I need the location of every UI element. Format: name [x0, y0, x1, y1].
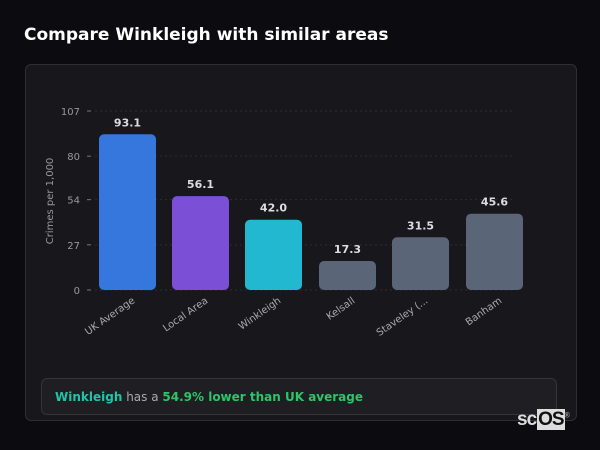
x-tick-label: Kelsall	[325, 295, 357, 322]
x-tick-label: Banham	[464, 295, 504, 328]
page-title: Compare Winkleigh with similar areas	[24, 25, 389, 45]
y-tick-label: 0	[74, 286, 80, 297]
data-label: 56.1	[187, 178, 214, 191]
logo-mark: ®	[564, 412, 570, 420]
scos-logo: sc OS®	[516, 409, 570, 431]
data-label: 17.3	[334, 243, 361, 256]
bar	[172, 196, 229, 290]
callout-text: has a	[122, 390, 163, 404]
area-name: Winkleigh	[55, 390, 123, 404]
data-label: 45.6	[481, 196, 508, 209]
bar	[466, 213, 523, 290]
y-tick-label: 27	[67, 241, 80, 252]
bar	[99, 134, 156, 290]
y-tick-label: 54	[67, 196, 80, 207]
comparison-value: 54.9% lower than UK average	[162, 390, 363, 404]
x-tick-label: UK Average	[83, 295, 137, 337]
x-tick-label: Staveley (...	[375, 295, 430, 338]
bar	[319, 261, 376, 290]
y-tick-label: 80	[67, 152, 80, 163]
logo-box-text: OS	[537, 409, 565, 430]
data-label: 42.0	[260, 202, 287, 215]
data-label: 31.5	[407, 219, 434, 232]
bar	[245, 219, 302, 290]
x-tick-label: Local Area	[161, 295, 210, 334]
bar	[392, 237, 449, 290]
y-tick-label: 107	[61, 107, 80, 118]
x-tick-label: Winkleigh	[237, 295, 283, 332]
logo-text: sc	[517, 409, 537, 430]
comparison-callout: Winkleigh has a 54.9% lower than UK aver…	[41, 378, 557, 415]
y-axis-label: Crimes per 1,000	[45, 158, 56, 245]
data-label: 93.1	[114, 116, 141, 129]
